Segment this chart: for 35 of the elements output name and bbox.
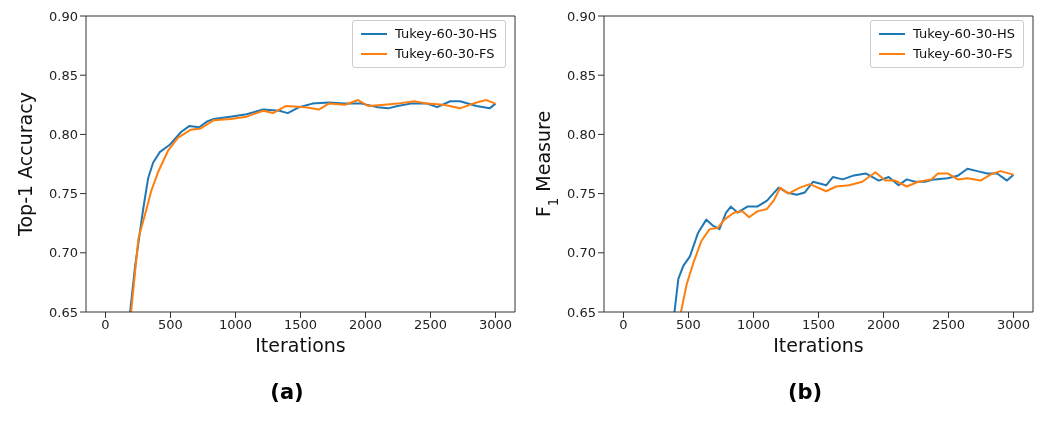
y-tick-label: 0.85 — [567, 67, 596, 83]
legend-label: Tukey-60-30-HS — [913, 25, 1015, 43]
y-tick-label: 0.70 — [567, 245, 596, 261]
x-tick-label: 1000 — [736, 317, 771, 333]
y-tick-label: 0.70 — [49, 245, 78, 261]
x-tick-label: 2000 — [348, 317, 383, 333]
x-tick-label: 1500 — [801, 317, 836, 333]
x-tick-label: 2000 — [866, 317, 901, 333]
x-tick-label: 2500 — [413, 317, 448, 333]
x-axis-title: Iterations — [773, 334, 864, 356]
x-tick-label: 3000 — [478, 317, 513, 333]
y-tick-label: 0.75 — [49, 186, 78, 202]
text: (b) — [786, 380, 824, 404]
y-tick-label: 0.75 — [567, 186, 596, 202]
x-tick-label: 0 — [101, 317, 110, 333]
legend-label: Tukey-60-30-FS — [395, 45, 495, 63]
y-tick-label: 0.85 — [49, 67, 78, 83]
x-tick-label: 500 — [676, 317, 701, 333]
x-tick-label: 500 — [158, 317, 183, 333]
y-tick-label: 0.90 — [567, 8, 596, 24]
x-tick-label: 3000 — [996, 317, 1031, 333]
x-tick-label: 1000 — [218, 317, 253, 333]
legend-label: Tukey-60-30-HS — [395, 25, 497, 43]
x-tick-label: 0 — [619, 317, 628, 333]
y-tick-label: 0.90 — [49, 8, 78, 24]
legend-label: Tukey-60-30-FS — [913, 45, 1013, 63]
x-tick-label: 1500 — [283, 317, 318, 333]
y-tick-label: 0.80 — [567, 127, 596, 143]
y-tick-label: 0.65 — [49, 304, 78, 320]
x-tick-label: 2500 — [931, 317, 966, 333]
x-axis-title: Iterations — [255, 334, 346, 356]
y-tick-label: 0.65 — [567, 304, 596, 320]
text: (a) — [269, 380, 305, 404]
y-axis-title: Top-1 Accuracy — [14, 92, 36, 237]
y-tick-label: 0.80 — [49, 127, 78, 143]
